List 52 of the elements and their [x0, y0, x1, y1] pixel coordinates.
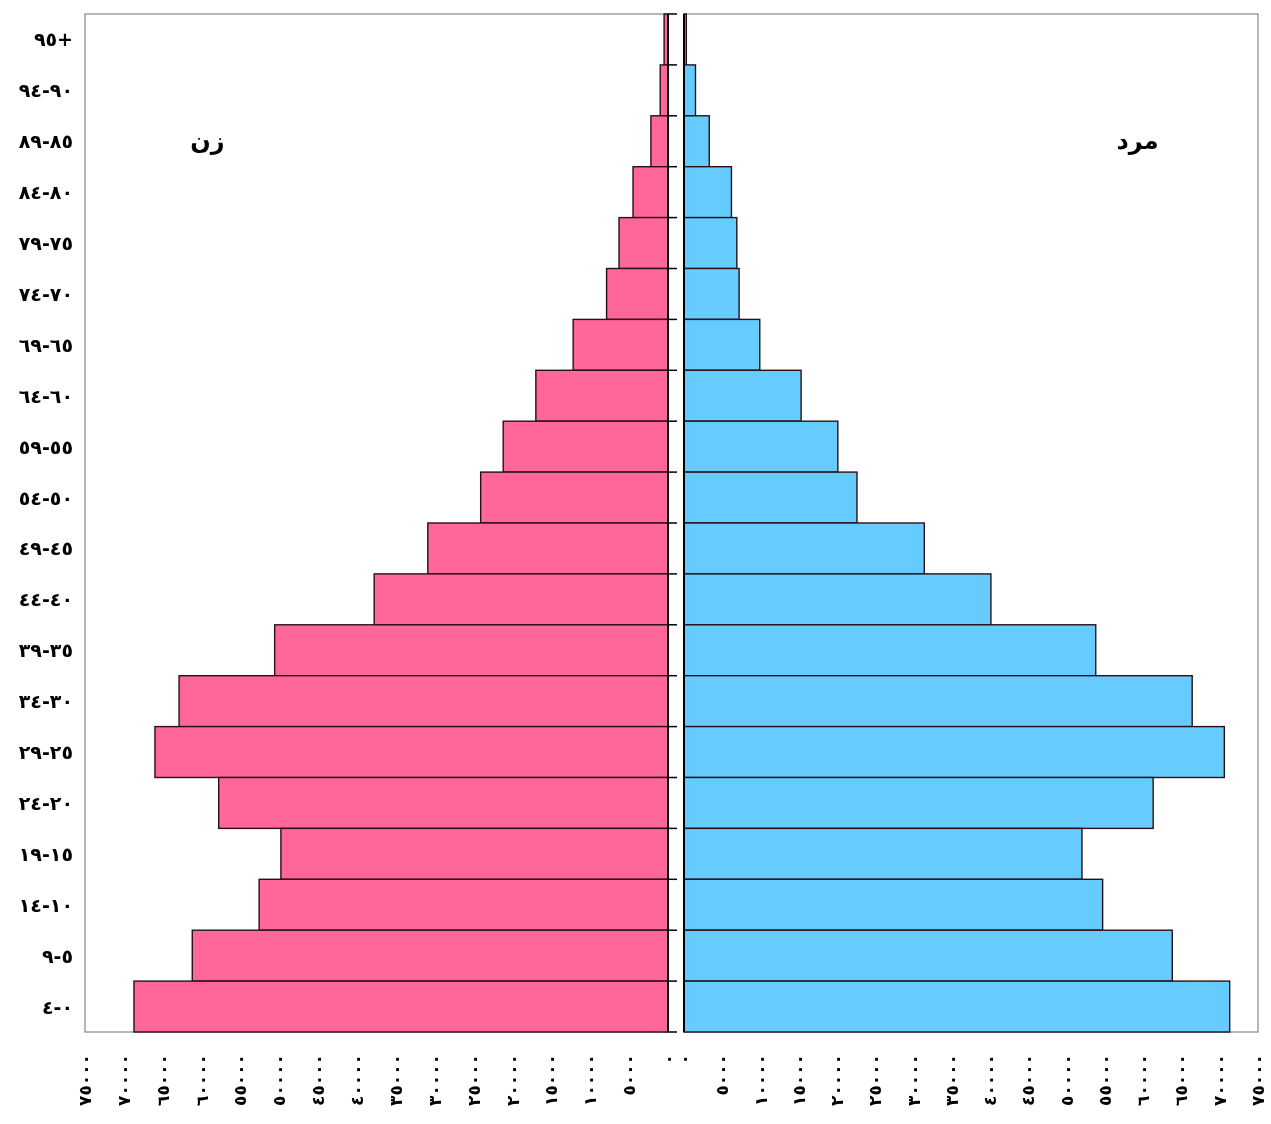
y-tick-label: ٤٩-٤٥ — [18, 537, 73, 560]
x-tick-label: ١٥٠٠٠ — [541, 1054, 562, 1106]
x-tick-label: ١٥٠٠٠ — [788, 1054, 809, 1106]
y-tick-label: ٩٤-٩٠ — [18, 79, 73, 102]
y-tick-label: ٣٩-٣٥ — [18, 639, 73, 662]
y-tick-label: ٧٤-٧٠ — [18, 282, 73, 305]
x-tick-label: ٥٥٠٠٠ — [230, 1054, 251, 1106]
x-tick-label: ٢٠٠٠٠ — [502, 1054, 523, 1106]
y-tick-label: ٥٩-٥٥ — [18, 435, 73, 458]
text: زن — [190, 127, 225, 156]
y-tick-label: ٥٤-٥٠ — [18, 486, 73, 509]
y-tick-label: ٣٤-٣٠ — [18, 690, 73, 713]
x-tick-label: ٤٥٠٠٠ — [1018, 1054, 1039, 1106]
x-tick-label: ٥٠٠٠ — [619, 1054, 640, 1096]
x-tick-label: ١٠٠٠٠ — [580, 1054, 601, 1106]
x-tick-label: ١٠٠٠٠ — [750, 1054, 771, 1106]
x-tick-label: ٤٠٠٠٠ — [980, 1054, 1001, 1106]
y-tick-label: ٩-٥ — [41, 944, 73, 967]
x-tick-label: ٣٠٠٠٠ — [903, 1054, 924, 1106]
y-tick-label: ٦٤-٦٠ — [18, 384, 73, 407]
y-tick-label: ١٩-١٥ — [18, 842, 73, 865]
x-tick-label: ٣٥٠٠٠ — [385, 1054, 406, 1106]
y-tick-label: ٨٩-٨٥ — [18, 130, 73, 153]
x-tick-label: ٧٥٠٠٠ — [1248, 1054, 1268, 1106]
y-tick-label: ٧٩-٧٥ — [18, 232, 73, 255]
y-tick-label: ٤٤-٤٠ — [18, 588, 73, 611]
x-tick-label: ٦٥٠٠٠ — [152, 1054, 173, 1106]
x-tick-label: ٥٠٠٠٠ — [1056, 1054, 1077, 1106]
x-tick-label: ٤٠٠٠٠ — [347, 1054, 368, 1106]
x-tick-label: ٦٥٠٠٠ — [1171, 1054, 1192, 1106]
text: مرد — [1116, 127, 1159, 156]
y-tick-label: ٢٩-٢٥ — [18, 741, 73, 764]
y-tick-label: ٩٥+ — [33, 28, 73, 51]
y-tick-label: ٤-٠ — [41, 995, 73, 1018]
y-tick-label: ٦٩-٦٥ — [18, 333, 73, 356]
x-tick-label: ٥٠٠٠ — [712, 1054, 733, 1096]
y-tick-label: ٢٤-٢٠ — [18, 791, 73, 814]
x-tick-label: ٦٠٠٠٠ — [1133, 1054, 1154, 1106]
x-tick-label: ٦٠٠٠٠ — [191, 1054, 212, 1106]
x-tick-label: ٢٥٠٠٠ — [463, 1054, 484, 1106]
x-tick-label: ٥٠٠٠٠ — [269, 1054, 290, 1106]
x-tick-label: ٤٥٠٠٠ — [308, 1054, 329, 1106]
y-tick-label: ١٤-١٠ — [18, 893, 73, 916]
x-tick-label: ٣٠٠٠٠ — [424, 1054, 445, 1106]
x-tick-label: ٣٥٠٠٠ — [941, 1054, 962, 1106]
y-tick-label: ٨٤-٨٠ — [18, 181, 73, 204]
x-tick-label: ٥٥٠٠٠ — [1094, 1054, 1115, 1106]
x-tick-label: ٧٥٠٠٠ — [75, 1054, 95, 1106]
x-tick-label: ٢٠٠٠٠ — [827, 1054, 848, 1106]
x-tick-label: ٧٠٠٠٠ — [113, 1054, 134, 1106]
x-tick-label: ٧٠٠٠٠ — [1209, 1054, 1230, 1106]
x-tick-label: ٢٥٠٠٠ — [865, 1054, 886, 1106]
